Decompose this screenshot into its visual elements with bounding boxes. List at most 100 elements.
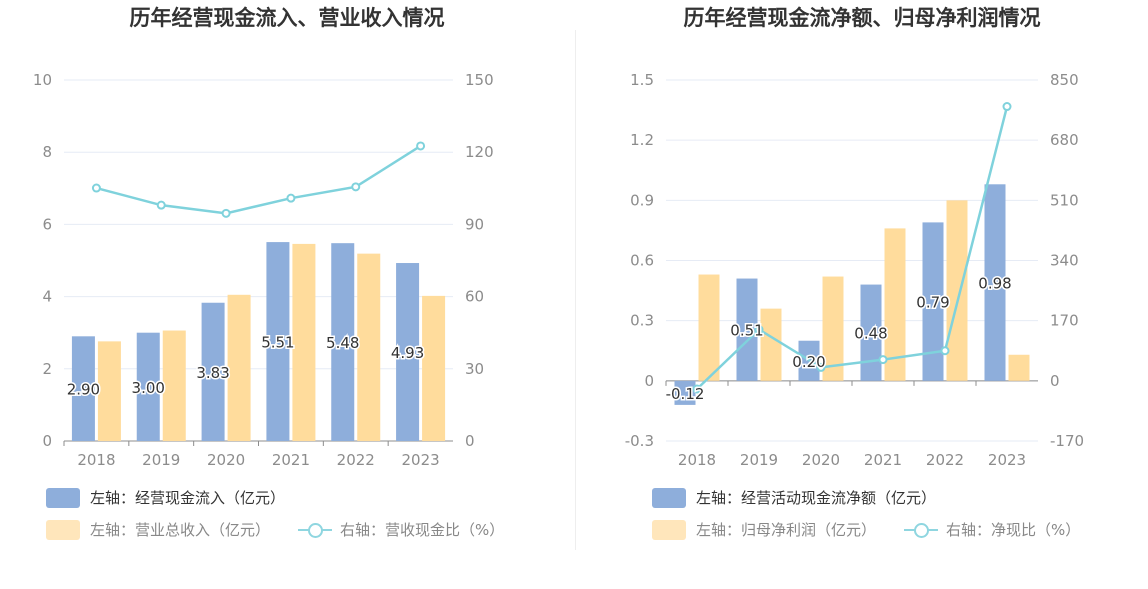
legend-label: 左轴：经营活动现金流净额（亿元）: [696, 489, 937, 507]
legend-item-ratio[interactable]: 右轴：营收现金比（%）: [298, 519, 504, 540]
data-label: -0.12: [666, 385, 705, 403]
data-label: 0.48: [854, 325, 887, 343]
y-left-tick-label: 8: [42, 143, 52, 161]
y-left-tick-label: 0: [42, 432, 52, 450]
y-right-tick-label: 850: [1050, 71, 1079, 89]
y-left-tick-label: 4: [42, 288, 52, 306]
line-series: [696, 106, 1009, 390]
legend-item-net-ratio[interactable]: 右轴：净现比（%）: [904, 519, 1080, 540]
bar-secondary-2018: [698, 274, 720, 381]
line-point-2020: [221, 208, 231, 218]
x-tick-label: 2018: [678, 451, 716, 469]
bar-primary-2019: [136, 332, 160, 441]
y-right-tick-label: 30: [465, 360, 484, 378]
data-label: 3.83: [196, 364, 229, 382]
legend-label: 左轴：经营现金流入（亿元）: [90, 489, 286, 507]
line-point-2023: [1002, 102, 1012, 112]
line-point-2019: [156, 200, 166, 210]
bar-secondary-2022: [357, 253, 381, 441]
bar-secondary-2020: [227, 294, 251, 441]
line-point-2019: [754, 325, 764, 335]
y-right-tick-label: 150: [465, 71, 494, 89]
legend-item-net-profit[interactable]: 左轴：归母净利润（亿元）: [652, 519, 876, 540]
y-right-tick-label: 340: [1050, 252, 1079, 270]
data-label: 4.93: [391, 344, 424, 362]
bar-secondary-2021: [884, 228, 906, 381]
y-right-tick-label: 510: [1050, 191, 1079, 209]
y-left-tick-label: 1.2: [630, 131, 654, 149]
legend-item-cash-inflow[interactable]: 左轴：经营现金流入（亿元）: [46, 487, 285, 508]
y-right-tick-label: 90: [465, 215, 484, 233]
bar-secondary-2023: [422, 295, 446, 441]
bar-primary-2020: [201, 302, 225, 441]
legend-swatch-blue: [46, 487, 80, 508]
line-point-2022: [351, 182, 361, 192]
bar-secondary-2023: [1008, 354, 1030, 381]
chart-net-cash-profit: -0.3 -170 0 0 0.3 170 0.6 340 0.9 510 1.2 680 1.5 850…: [625, 71, 1084, 469]
y-left-tick-label: 6: [42, 215, 52, 233]
bar-secondary-2021: [292, 243, 316, 441]
y-left-tick-label: 0: [644, 372, 654, 390]
bar-primary-2022: [922, 222, 944, 381]
x-tick-label: 2019: [740, 451, 778, 469]
line-point-2018: [91, 183, 101, 193]
bar-secondary-2019: [162, 330, 186, 441]
x-tick-label: 2023: [401, 451, 439, 469]
bar-primary-2021: [860, 284, 882, 381]
data-label: 0.79: [916, 294, 949, 312]
y-right-tick-label: 170: [1050, 312, 1079, 330]
chart-title: 历年经营现金流净额、归母净利润情况: [683, 6, 1041, 30]
chart-panel-cash-inflow: 历年经营现金流入、营业收入情况 0 0 2 30 4 60 6 90 8 120 10 150 2018…: [33, 6, 504, 540]
chart-panel-net-cash: 历年经营现金流净额、归母净利润情况 -0.3 -170 0 0 0.3 170 0.6 340…: [576, 0, 1148, 589]
y-right-tick-label: 0: [465, 432, 475, 450]
line-point-2020: [816, 362, 826, 372]
line-point-2023: [416, 141, 426, 151]
bar-primary-2021: [266, 242, 290, 441]
data-label: 2.90: [67, 381, 100, 399]
panel-divider: [575, 30, 576, 550]
x-tick-label: 2019: [142, 451, 180, 469]
y-left-tick-label: 0.9: [630, 191, 654, 209]
x-tick-label: 2023: [988, 451, 1026, 469]
legend-swatch-orange: [652, 519, 686, 540]
data-label: 0.20: [792, 353, 825, 371]
data-label: 3.00: [132, 379, 165, 397]
y-right-tick-label: -170: [1050, 432, 1084, 450]
x-tick-label: 2021: [864, 451, 902, 469]
y-right-tick-label: 120: [465, 143, 494, 161]
y-right-tick-label: 60: [465, 288, 484, 306]
line-point-2021: [878, 355, 888, 365]
bar-primary-2022: [331, 243, 355, 441]
bar-primary-2023: [984, 184, 1006, 381]
bar-secondary-2020: [822, 276, 844, 381]
x-tick-label: 2018: [77, 451, 115, 469]
line-point-2022: [940, 346, 950, 356]
y-right-tick-label: 0: [1050, 372, 1060, 390]
y-left-tick-label: 0.6: [630, 252, 654, 270]
y-left-tick-label: 10: [33, 71, 52, 89]
bar-secondary-2018: [97, 341, 121, 441]
legend-label: 右轴：净现比（%）: [946, 521, 1081, 539]
bar-primary-2023: [396, 263, 420, 441]
line-point-2021: [286, 193, 296, 203]
data-label: 5.51: [261, 334, 294, 352]
chart-title: 历年经营现金流入、营业收入情况: [129, 6, 445, 30]
legend-label: 左轴：归母净利润（亿元）: [696, 521, 877, 539]
y-left-tick-label: 2: [42, 360, 52, 378]
y-left-tick-label: -0.3: [625, 432, 654, 450]
chart-cash-inflow-revenue: 0 0 2 30 4 60 6 90 8 120 10 150 2018 2019 2020 2021 2022…: [33, 71, 494, 469]
data-label: 0.98: [978, 275, 1011, 293]
x-tick-label: 2022: [337, 451, 375, 469]
y-right-tick-label: 680: [1050, 131, 1079, 149]
bar-primary-2019: [736, 278, 758, 381]
bar-primary-2018: [674, 380, 696, 405]
y-left-tick-label: 0.3: [630, 312, 654, 330]
legend-item-net-cash[interactable]: 左轴：经营活动现金流净额（亿元）: [652, 487, 936, 508]
data-label: 5.48: [326, 334, 359, 352]
line-point-2018: [692, 384, 702, 394]
legend-line-icon: [904, 520, 938, 540]
legend-item-revenue[interactable]: 左轴：营业总收入（亿元）: [46, 519, 270, 540]
legend-swatch-blue: [652, 487, 686, 508]
bar-secondary-2019: [760, 308, 782, 381]
x-tick-label: 2020: [207, 451, 245, 469]
